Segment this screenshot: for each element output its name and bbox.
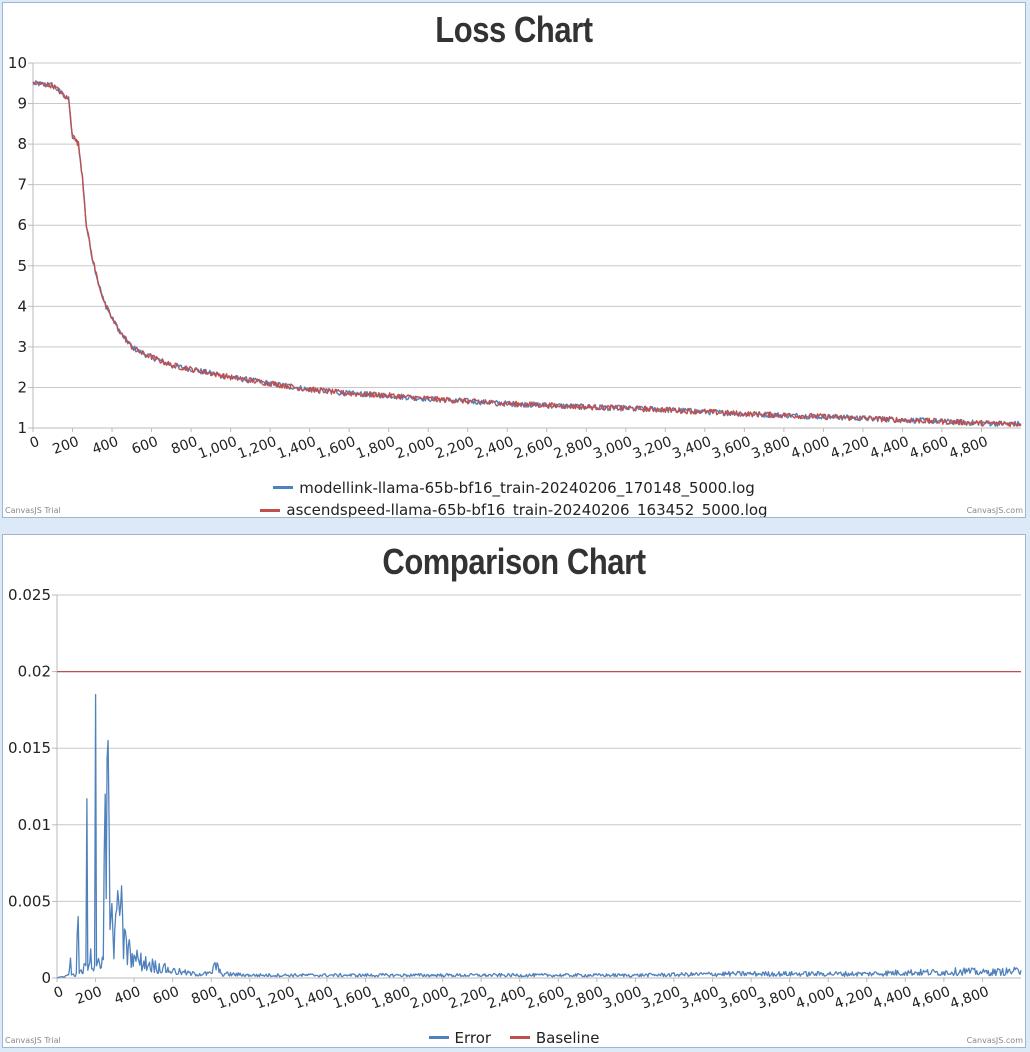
legend-item-ascendspeed[interactable]: ascendspeed-llama-65b-bf16_train-2024020…	[3, 498, 1025, 518]
x-tick-label: 2,000	[408, 984, 451, 1013]
legend-item-baseline[interactable]: Baseline	[509, 1028, 600, 1047]
y-tick-label: 7	[17, 176, 27, 194]
y-tick-label: 8	[17, 135, 27, 153]
x-tick-label: 200	[74, 984, 105, 1008]
watermark-right[interactable]: CanvasJS.com	[966, 506, 1023, 515]
x-tick-label: 4,800	[948, 984, 991, 1013]
x-tick-label: 0	[28, 434, 42, 452]
x-tick-label: 4,200	[832, 984, 875, 1013]
y-tick-label: 0.015	[8, 739, 51, 757]
y-tick-label: 0.02	[18, 663, 51, 681]
y-tick-label: 5	[17, 257, 27, 275]
legend-swatch-icon	[509, 1036, 530, 1039]
y-tick-label: 0	[41, 969, 51, 987]
x-tick-label: 4,800	[947, 434, 990, 463]
x-tick-label: 400	[112, 984, 143, 1008]
x-tick-label: 3,600	[717, 984, 760, 1013]
x-tick-label: 4,400	[868, 434, 911, 463]
x-tick-label: 4,600	[909, 984, 952, 1013]
chart-title: Comparison Chart	[382, 541, 646, 582]
comparison-chart-plot: 0 0.005 0.01 0.015 0.02 0.025 0 200 400 600 8001,0…	[8, 586, 1022, 1013]
x-tick-label: 2,600	[524, 984, 567, 1013]
legend-label: Error	[454, 1028, 492, 1047]
x-tick-label: 3,000	[591, 434, 634, 463]
y-tick-label: 0.005	[8, 892, 51, 910]
x-tick-label: 400	[90, 434, 121, 458]
legend-label: ascendspeed-llama-65b-bf16_train-2024020…	[286, 501, 768, 518]
legend-label: modellink-llama-65b-bf16_train-20240206_…	[299, 478, 755, 497]
watermark-right[interactable]: CanvasJS.com	[966, 1036, 1023, 1045]
x-tick-label: 3,800	[755, 984, 798, 1013]
legend-label: Baseline	[535, 1028, 600, 1047]
y-tick-label: 6	[17, 216, 27, 234]
x-tick-label: 3,000	[601, 984, 644, 1013]
x-tick-label: 4,000	[789, 434, 832, 463]
y-tick-label: 1	[17, 419, 27, 437]
series-line-ascendspeed[interactable]	[32, 81, 1022, 428]
x-tick-label: 1,000	[196, 434, 239, 463]
x-tick-label: 3,800	[749, 434, 792, 463]
x-tick-label: 4,600	[907, 434, 950, 463]
x-tick-label: 1,600	[315, 434, 358, 463]
x-tick-label: 3,600	[710, 434, 753, 463]
y-tick-label: 0.01	[18, 816, 51, 834]
loss-chart-panel: Loss Chart 1 2 3 4 5 6 7 8 9 10 0 200 400 600 800 1,000…	[2, 2, 1026, 518]
x-tick-label: 1,800	[354, 434, 397, 463]
x-tick-label: 800	[169, 434, 200, 458]
x-tick-label: 4,000	[794, 984, 837, 1013]
legend-swatch-icon	[428, 1036, 449, 1039]
y-tick-label: 10	[8, 54, 27, 72]
y-tick-label: 4	[17, 297, 27, 315]
x-tick-label: 2,400	[473, 434, 516, 463]
x-tick-label: 4,400	[871, 984, 914, 1013]
x-tick-label: 1,200	[254, 984, 297, 1013]
chart-legend: modellink-llama-65b-bf16_train-20240206_…	[3, 475, 1025, 518]
x-tick-label: 2,200	[433, 434, 476, 463]
x-tick-label: 600	[151, 984, 182, 1008]
series-line-error[interactable]	[56, 693, 1022, 979]
legend-swatch-icon	[273, 486, 294, 489]
y-tick-label: 2	[17, 378, 27, 396]
chart-legend: Error Baseline	[3, 1025, 1025, 1047]
x-tick-label: 1,600	[331, 984, 374, 1013]
y-tick-label: 9	[17, 95, 27, 113]
x-tick-label: 3,200	[631, 434, 674, 463]
x-tick-label: 3,200	[639, 984, 682, 1013]
watermark-left: CanvasJS Trial	[5, 506, 61, 515]
x-tick-label: 2,800	[552, 434, 595, 463]
y-tick-label: 0.025	[8, 586, 51, 604]
x-tick-label: 2,600	[512, 434, 555, 463]
x-tick-label: 200	[51, 434, 82, 458]
x-tick-label: 600	[130, 434, 161, 458]
series-line-modellink[interactable]	[32, 80, 1022, 427]
x-tick-label: 2,000	[394, 434, 437, 463]
x-tick-label: 1,200	[236, 434, 279, 463]
x-tick-label: 2,200	[447, 984, 490, 1013]
x-tick-label: 1,000	[215, 984, 258, 1013]
legend-item-error[interactable]: Error	[428, 1028, 492, 1047]
x-tick-label: 1,400	[275, 434, 318, 463]
legend-item-modellink[interactable]: modellink-llama-65b-bf16_train-20240206_…	[3, 475, 1025, 497]
watermark-left: CanvasJS Trial	[5, 1036, 61, 1045]
x-tick-label: 1,400	[292, 984, 335, 1013]
x-tick-label: 3,400	[670, 434, 713, 463]
y-tick-label: 3	[17, 338, 27, 356]
legend-swatch-icon	[260, 508, 281, 512]
x-tick-label: 1,800	[370, 984, 413, 1013]
chart-title: Loss Chart	[435, 9, 593, 50]
x-tick-label: 2,800	[562, 984, 605, 1013]
x-tick-label: 800	[189, 984, 220, 1008]
x-tick-label: 0	[52, 984, 66, 1002]
x-tick-label: 3,400	[678, 984, 721, 1013]
comparison-chart-panel: Comparison Chart 0 0.005 0.01 0.015 0.02 0.02…	[2, 534, 1026, 1048]
x-tick-label: 2,400	[485, 984, 528, 1013]
x-tick-label: 4,200	[828, 434, 871, 463]
